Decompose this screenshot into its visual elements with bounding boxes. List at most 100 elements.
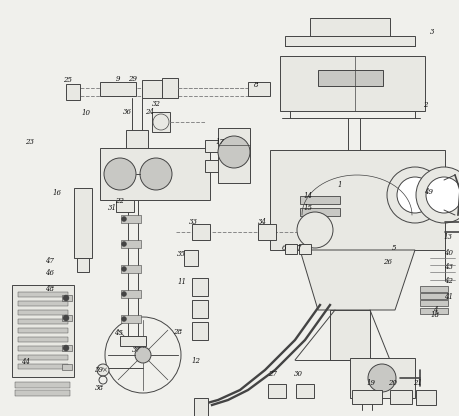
Bar <box>280 56 424 111</box>
Text: 15: 15 <box>303 204 312 212</box>
Bar <box>15 382 70 388</box>
Bar <box>191 224 210 240</box>
Text: 20: 20 <box>388 379 397 387</box>
Text: 25: 25 <box>63 76 73 84</box>
Bar <box>15 390 70 396</box>
Circle shape <box>121 317 126 322</box>
Bar <box>100 148 210 200</box>
Bar <box>205 160 220 172</box>
Text: 45: 45 <box>114 329 123 337</box>
Bar <box>18 355 68 360</box>
Bar <box>351 390 381 404</box>
Bar <box>295 384 313 398</box>
Bar <box>191 278 207 296</box>
Circle shape <box>425 177 459 213</box>
Circle shape <box>415 167 459 223</box>
Bar <box>18 319 68 324</box>
Bar <box>205 140 220 152</box>
Bar <box>299 196 339 204</box>
Polygon shape <box>299 250 414 310</box>
Text: 31: 31 <box>107 204 116 212</box>
Bar <box>18 337 68 342</box>
Bar <box>18 346 68 351</box>
Circle shape <box>121 216 126 221</box>
Circle shape <box>97 364 109 376</box>
Bar <box>66 84 80 100</box>
Bar <box>18 328 68 333</box>
Text: 32: 32 <box>151 100 160 108</box>
Circle shape <box>386 167 442 223</box>
Text: 14: 14 <box>303 192 312 200</box>
Text: 7: 7 <box>295 244 300 252</box>
Text: 34: 34 <box>257 218 266 226</box>
Bar <box>257 224 275 240</box>
Bar <box>218 128 249 183</box>
Circle shape <box>140 158 172 190</box>
Bar <box>419 293 447 299</box>
Text: 1: 1 <box>337 181 341 189</box>
Text: 42: 42 <box>443 277 453 285</box>
Text: ×: × <box>101 366 106 374</box>
Bar <box>120 336 146 346</box>
Bar <box>121 240 141 248</box>
Text: 49: 49 <box>424 188 432 196</box>
Circle shape <box>121 267 126 272</box>
Bar <box>415 390 435 405</box>
Text: 35: 35 <box>176 250 185 258</box>
Bar <box>191 322 207 340</box>
Bar <box>62 295 72 301</box>
Text: 30: 30 <box>293 370 302 378</box>
Text: 47: 47 <box>45 257 54 265</box>
Bar <box>126 130 148 158</box>
Bar <box>268 384 285 398</box>
Circle shape <box>297 212 332 248</box>
Text: 37: 37 <box>131 346 140 354</box>
Bar <box>18 292 68 297</box>
Bar <box>62 315 72 321</box>
Bar <box>419 308 447 314</box>
Bar <box>18 310 68 315</box>
Text: 16: 16 <box>52 189 62 197</box>
Circle shape <box>218 136 249 168</box>
Text: 33: 33 <box>188 218 197 226</box>
Circle shape <box>104 158 136 190</box>
Text: 22: 22 <box>115 197 124 205</box>
Circle shape <box>134 347 151 363</box>
Text: 29: 29 <box>128 75 137 83</box>
Text: 19: 19 <box>366 379 375 387</box>
Circle shape <box>121 292 126 297</box>
Bar <box>18 364 68 369</box>
Bar <box>419 300 447 306</box>
Text: 41: 41 <box>443 293 453 301</box>
Bar <box>121 315 141 323</box>
Text: 13: 13 <box>442 233 452 241</box>
Bar <box>329 310 369 360</box>
Text: 4: 4 <box>432 306 437 314</box>
Bar <box>194 398 207 416</box>
Bar <box>62 364 72 370</box>
Bar <box>309 18 389 36</box>
Bar <box>151 112 170 132</box>
Text: 21: 21 <box>413 379 421 387</box>
Text: 2: 2 <box>422 101 426 109</box>
Circle shape <box>63 345 69 351</box>
Bar <box>121 265 141 273</box>
Text: 36: 36 <box>122 108 131 116</box>
Text: 10: 10 <box>81 109 90 117</box>
Bar <box>298 244 310 254</box>
Bar <box>247 82 269 96</box>
Text: 3: 3 <box>429 28 433 36</box>
Text: 6: 6 <box>281 244 285 252</box>
Bar <box>100 82 136 96</box>
Bar <box>285 36 414 46</box>
Circle shape <box>63 315 69 321</box>
Bar <box>74 188 92 258</box>
Text: 28: 28 <box>173 328 182 336</box>
Text: 38: 38 <box>94 384 103 392</box>
Bar <box>62 345 72 351</box>
Bar <box>317 70 382 86</box>
Circle shape <box>396 177 432 213</box>
Circle shape <box>367 364 395 392</box>
Text: 18: 18 <box>430 311 438 319</box>
Bar <box>121 215 141 223</box>
